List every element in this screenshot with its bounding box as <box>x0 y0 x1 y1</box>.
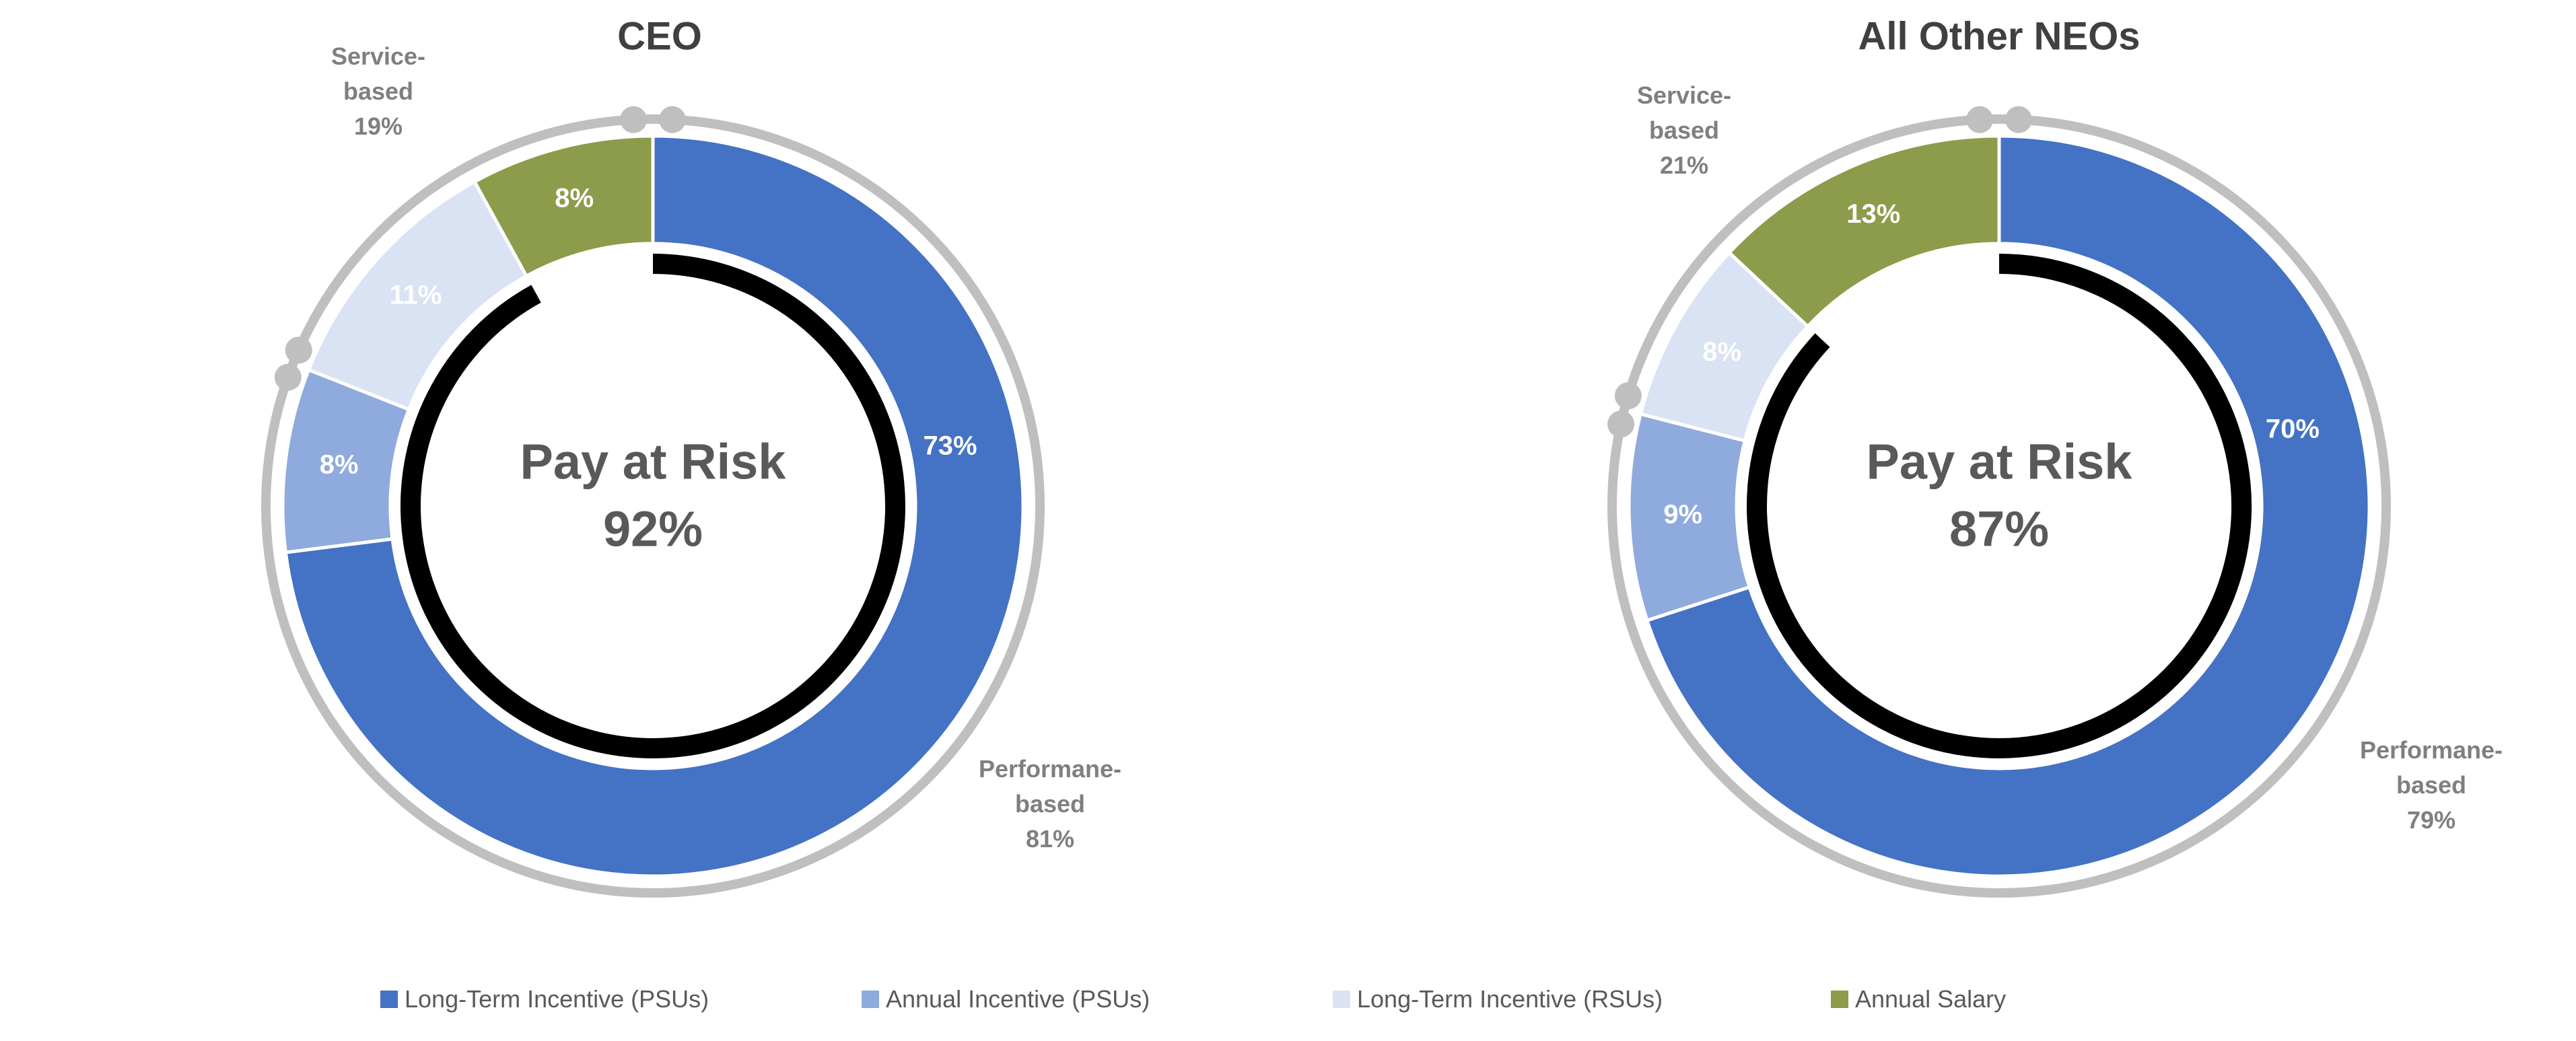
legend-item-annual-incentive-psus: Annual Incentive (PSUs) <box>862 979 1150 1019</box>
group-label-performance-based: Performane-based 79% <box>2360 736 2503 834</box>
group-boundary-dot <box>1966 106 1994 133</box>
center-label-value: 87% <box>1949 501 2049 557</box>
slice-label-long-term-incentive-rsus: 11% <box>390 281 442 310</box>
group-boundary-dot <box>274 363 302 391</box>
group-label-performance-based: Performane-based 81% <box>979 755 1121 853</box>
group-boundary-dot <box>1614 382 1642 410</box>
slice-label-long-term-incentive-psus: 70% <box>2266 415 2320 444</box>
pay-at-risk-ring <box>1747 254 2252 758</box>
group-boundary-dot <box>1607 410 1635 438</box>
group-bracket-ring <box>1607 114 2391 898</box>
slice-annual-salary <box>472 134 655 279</box>
legend-item-lti-rsus: Long-Term Incentive (RSUs) <box>1333 979 1663 1019</box>
legend-swatch <box>1831 991 1848 1008</box>
legend-swatch <box>862 991 879 1008</box>
slice-label-annual-salary: 13% <box>1846 199 1900 229</box>
slice-long-term-incentive-psus <box>1644 134 2371 878</box>
slice-label-annual-salary: 8% <box>555 183 594 213</box>
center-label-title: Pay at Risk <box>1867 434 2133 490</box>
chart-title: CEO <box>617 14 702 58</box>
legend-label: Long-Term Incentive (RSUs) <box>1357 985 1663 1013</box>
legend-item-lti-psus: Long-Term Incentive (PSUs) <box>380 979 709 1019</box>
legend-label: Annual Incentive (PSUs) <box>886 985 1150 1013</box>
group-boundary-dot <box>285 336 312 364</box>
slice-long-term-incentive-psus <box>283 134 1025 878</box>
group-boundary-dot <box>658 106 686 133</box>
slice-annual-salary <box>1727 134 2001 329</box>
slice-label-long-term-incentive-psus: 73% <box>923 431 977 460</box>
group-label-service-based: Service-based 19% <box>331 42 425 140</box>
legend-swatch <box>1333 991 1350 1008</box>
group-bracket-ring <box>261 114 1045 898</box>
legend-swatch <box>380 991 398 1008</box>
legend-item-annual-salary: Annual Salary <box>1831 979 2006 1019</box>
slice-label-long-term-incentive-rsus: 8% <box>1702 337 1741 367</box>
other-neos-donut-chart: All Other NEOs 70% 9% 8% 13% Performane-based… <box>1607 14 2503 898</box>
group-label-service-based: Service-based 21% <box>1637 81 1731 179</box>
slice-label-annual-incentive-psus: 8% <box>320 450 359 480</box>
chart-title: All Other NEOs <box>1858 14 2140 58</box>
legend-label: Annual Salary <box>1855 985 2007 1013</box>
center-label-title: Pay at Risk <box>520 434 787 490</box>
group-boundary-dot <box>620 106 648 133</box>
center-label-value: 92% <box>603 501 703 557</box>
slice-label-annual-incentive-psus: 9% <box>1663 499 1702 529</box>
ceo-donut-chart: CEO 73% 8% 11% 8% Performane-based 81% Service-… <box>261 14 1121 898</box>
legend-label: Long-Term Incentive (PSUs) <box>405 985 709 1013</box>
group-boundary-dot <box>2005 106 2032 133</box>
pay-at-risk-ring <box>401 254 905 758</box>
chart-legend: Long-Term Incentive (PSUs) Annual Incent… <box>0 979 2576 1019</box>
